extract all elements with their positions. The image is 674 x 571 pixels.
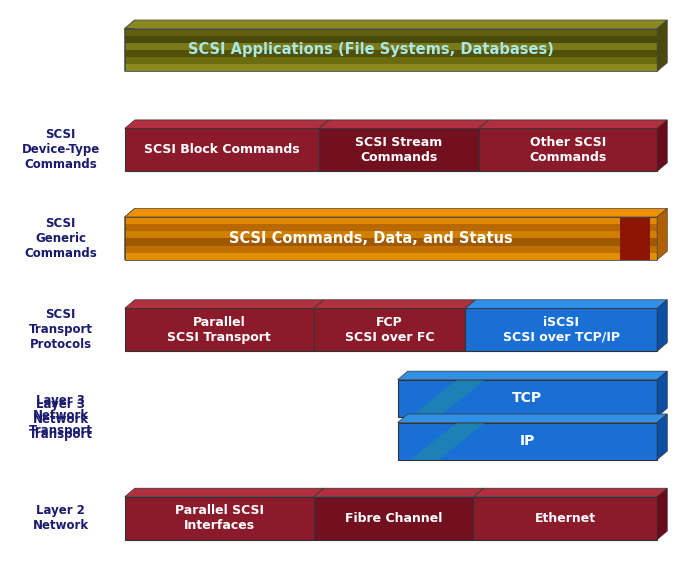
- Polygon shape: [657, 20, 667, 71]
- Text: SCSI Commands, Data, and Status: SCSI Commands, Data, and Status: [229, 231, 512, 246]
- Text: Layer 2
Network: Layer 2 Network: [32, 504, 89, 532]
- Bar: [313, 308, 466, 351]
- Text: SCSI
Device-Type
Commands: SCSI Device-Type Commands: [22, 128, 100, 171]
- Polygon shape: [466, 300, 667, 308]
- Polygon shape: [657, 414, 667, 460]
- Bar: [466, 308, 657, 351]
- Bar: [620, 217, 650, 260]
- Bar: [473, 497, 657, 540]
- Text: IP: IP: [520, 434, 535, 448]
- Text: Other SCSI
Commands: Other SCSI Commands: [529, 136, 607, 164]
- Bar: [125, 231, 657, 239]
- Bar: [125, 224, 657, 231]
- Polygon shape: [125, 488, 324, 497]
- Bar: [398, 380, 657, 417]
- Polygon shape: [473, 488, 667, 497]
- Bar: [125, 29, 657, 71]
- Text: FCP
SCSI over FC: FCP SCSI over FC: [345, 316, 434, 344]
- Polygon shape: [410, 380, 485, 417]
- Bar: [125, 35, 657, 43]
- Polygon shape: [125, 20, 667, 29]
- Bar: [125, 128, 319, 171]
- Text: TCP: TCP: [512, 391, 543, 405]
- Polygon shape: [657, 371, 667, 417]
- Polygon shape: [657, 300, 667, 351]
- Text: Parallel SCSI
Interfaces: Parallel SCSI Interfaces: [175, 504, 264, 532]
- Text: SCSI
Transport
Protocols: SCSI Transport Protocols: [29, 308, 92, 351]
- Bar: [125, 308, 313, 351]
- Text: Fibre Channel: Fibre Channel: [345, 512, 442, 525]
- Polygon shape: [125, 208, 135, 260]
- Polygon shape: [398, 414, 667, 423]
- Polygon shape: [657, 488, 667, 540]
- Bar: [313, 497, 473, 540]
- Bar: [125, 43, 657, 50]
- Bar: [319, 128, 479, 171]
- Text: SCSI Applications (File Systems, Databases): SCSI Applications (File Systems, Databas…: [188, 42, 553, 58]
- Bar: [125, 65, 657, 71]
- Bar: [125, 29, 657, 35]
- Polygon shape: [313, 300, 476, 308]
- Polygon shape: [125, 300, 324, 308]
- Text: SCSI Stream
Commands: SCSI Stream Commands: [355, 136, 443, 164]
- Text: Layer 3
Network
Transport: Layer 3 Network Transport: [29, 398, 92, 441]
- Polygon shape: [657, 208, 667, 260]
- Text: Parallel
SCSI Transport: Parallel SCSI Transport: [167, 316, 271, 344]
- Polygon shape: [657, 120, 667, 171]
- Text: SCSI
Generic
Commands: SCSI Generic Commands: [24, 217, 97, 260]
- Polygon shape: [313, 488, 483, 497]
- Polygon shape: [125, 120, 329, 128]
- Bar: [125, 497, 313, 540]
- Polygon shape: [479, 120, 667, 128]
- Bar: [125, 57, 657, 65]
- Bar: [125, 217, 657, 260]
- Polygon shape: [125, 20, 135, 71]
- Text: SCSI Block Commands: SCSI Block Commands: [144, 143, 300, 156]
- Bar: [125, 246, 657, 252]
- Bar: [479, 128, 657, 171]
- Bar: [125, 252, 657, 260]
- Text: Layer 3
Network
Transport: Layer 3 Network Transport: [29, 394, 92, 437]
- Polygon shape: [125, 208, 667, 217]
- Polygon shape: [398, 371, 667, 380]
- Bar: [125, 239, 657, 246]
- Bar: [125, 50, 657, 57]
- Bar: [125, 217, 657, 224]
- Text: iSCSI
SCSI over TCP/IP: iSCSI SCSI over TCP/IP: [503, 316, 620, 344]
- Polygon shape: [410, 423, 485, 460]
- Bar: [398, 423, 657, 460]
- Text: Ethernet: Ethernet: [534, 512, 596, 525]
- Polygon shape: [319, 120, 489, 128]
